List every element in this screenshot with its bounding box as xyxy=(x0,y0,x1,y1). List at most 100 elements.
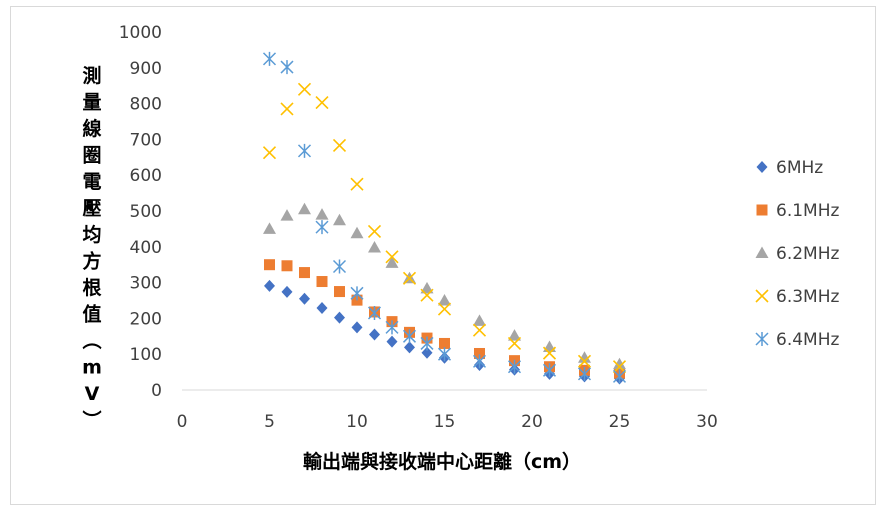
data-point xyxy=(316,276,328,288)
data-point xyxy=(577,366,592,381)
data-point xyxy=(386,335,398,348)
data-point xyxy=(439,337,450,349)
y-tick-label: 100 xyxy=(130,345,162,365)
data-point xyxy=(334,311,345,324)
data-point xyxy=(420,281,434,294)
legend-marker xyxy=(756,161,768,173)
legend-label: 6.4MHz xyxy=(776,330,839,350)
x-axis-ticks: 0 5 10 15 20 25 30 xyxy=(177,412,718,432)
legend-label: 6.1MHz xyxy=(776,201,839,221)
x-tick-label: 0 xyxy=(177,412,188,432)
series-3 xyxy=(262,82,627,374)
data-point xyxy=(473,314,486,326)
y-axis-title-char: m xyxy=(82,357,102,379)
x-axis-title: 輸出端與接收端中心距離（cm） xyxy=(303,450,581,473)
data-point xyxy=(332,138,347,153)
y-axis-title-char: （ xyxy=(80,330,103,349)
data-point xyxy=(262,146,277,160)
legend-label: 6.3MHz xyxy=(776,287,839,307)
data-point xyxy=(472,354,487,369)
data-point xyxy=(332,259,347,274)
data-point xyxy=(368,241,381,253)
y-axis-title-char: 測 xyxy=(82,64,101,87)
y-tick-label: 600 xyxy=(130,166,162,186)
data-point xyxy=(299,292,310,305)
legend-marker xyxy=(755,289,769,303)
legend-marker xyxy=(755,332,769,346)
data-point xyxy=(404,341,415,354)
y-axis-title-char: 方 xyxy=(82,250,101,273)
data-point xyxy=(542,346,557,360)
data-point xyxy=(437,347,452,362)
data-point xyxy=(315,95,329,110)
y-tick-label: 700 xyxy=(130,130,162,150)
data-point xyxy=(298,202,311,215)
data-point xyxy=(315,220,329,235)
data-point xyxy=(369,328,380,341)
data-point xyxy=(385,250,399,264)
data-point xyxy=(508,329,521,341)
y-axis-title-char: 電 xyxy=(82,171,101,193)
y-axis-title-char: 量 xyxy=(82,92,101,114)
y-tick-label: 200 xyxy=(130,309,162,329)
data-point xyxy=(351,321,363,334)
data-point xyxy=(350,177,364,191)
data-point xyxy=(263,222,276,234)
data-point xyxy=(420,336,434,351)
data-point xyxy=(264,279,275,292)
data-point xyxy=(333,213,346,226)
data-point xyxy=(299,267,310,279)
y-axis-title-char: 壓 xyxy=(82,198,101,220)
data-point xyxy=(438,294,451,306)
data-point xyxy=(420,288,434,302)
data-point xyxy=(421,346,433,359)
data-point xyxy=(297,143,312,158)
y-axis-title-char: ） xyxy=(80,410,103,429)
x-tick-label: 15 xyxy=(434,412,456,432)
y-tick-label: 1000 xyxy=(119,23,162,43)
data-point xyxy=(612,360,627,374)
y-axis-title-char: 圈 xyxy=(82,145,101,167)
x-tick-label: 10 xyxy=(346,412,368,432)
y-axis-ticks: 0 100 200 300 400 500 600 700 800 900 1000 xyxy=(119,23,162,401)
y-tick-label: 900 xyxy=(130,59,162,79)
y-axis-title-char: 值 xyxy=(82,303,101,326)
y-tick-label: 400 xyxy=(130,238,162,258)
legend: 6MHz 6.1MHz 6.2MHz 6.3MHz 6.4MHz xyxy=(755,158,839,350)
data-point xyxy=(367,306,382,321)
data-point xyxy=(542,363,557,378)
data-point xyxy=(281,285,293,298)
y-axis-title-char: 根 xyxy=(82,276,101,299)
data-point xyxy=(262,51,277,66)
y-tick-label: 500 xyxy=(130,202,162,222)
legend-marker xyxy=(755,246,769,258)
data-point xyxy=(613,357,626,370)
data-point xyxy=(402,271,417,285)
legend-marker xyxy=(756,204,768,216)
data-point xyxy=(507,359,522,374)
data-point xyxy=(507,336,522,351)
series-4 xyxy=(262,51,627,384)
y-axis-title-char: V xyxy=(85,383,100,405)
chart-frame xyxy=(10,6,876,505)
y-tick-label: 800 xyxy=(130,95,162,115)
y-tick-label: 300 xyxy=(130,274,162,294)
plot-area xyxy=(182,51,707,391)
data-point xyxy=(334,286,345,298)
y-tick-label: 0 xyxy=(151,381,162,401)
data-point xyxy=(280,60,294,75)
data-point xyxy=(350,226,364,239)
data-point xyxy=(402,329,417,344)
data-point xyxy=(612,369,627,384)
data-point xyxy=(350,286,364,301)
data-point xyxy=(316,302,328,315)
data-point xyxy=(315,208,329,220)
data-point xyxy=(281,260,293,272)
x-tick-label: 25 xyxy=(609,412,631,432)
x-tick-label: 20 xyxy=(521,412,543,432)
data-point xyxy=(280,102,294,116)
x-tick-label: 30 xyxy=(696,412,718,432)
data-point xyxy=(264,259,275,271)
